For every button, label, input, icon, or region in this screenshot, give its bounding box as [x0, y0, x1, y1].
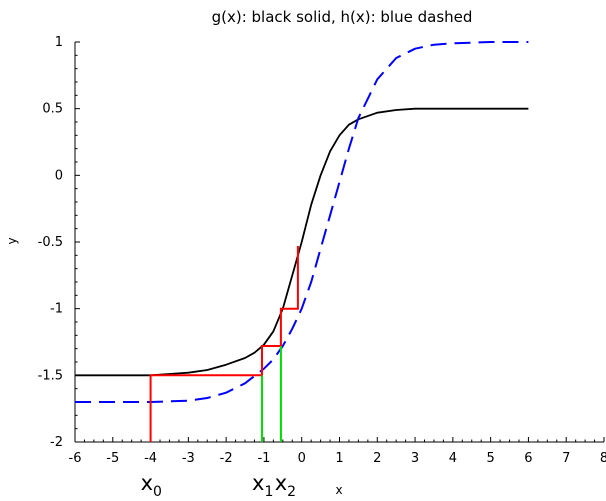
x-tick-label: -1 [257, 451, 270, 466]
plot-area: -6 -5 -4 -3 -2 -1 0 1 2 3 4 5 6 7 8-2-1.5-1-0.500.51x0… [38, 35, 606, 500]
y-axis-label: y [5, 237, 19, 244]
y-tick-label: 1 [55, 35, 63, 50]
x-tick-label: -6 [69, 451, 82, 466]
y-tick-label: 0 [55, 168, 63, 183]
x-axis-label: x [335, 483, 342, 497]
x-tick-label: 7 [562, 451, 570, 466]
chart-title: g(x): black solid, h(x): blue dashed [212, 8, 473, 26]
y-tick-label: -1 [50, 302, 63, 317]
iterate-label-base: x [275, 471, 287, 495]
x-tick-label: 6 [524, 451, 532, 466]
x-tick-label: 0 [298, 451, 306, 466]
iterate-label-subscript: 0 [153, 484, 162, 500]
x-tick-label: 2 [373, 451, 381, 466]
x-tick-label: 5 [487, 451, 495, 466]
cobweb-path [149, 246, 299, 442]
y-tick-label: 0.5 [42, 102, 63, 117]
iterate-label: x2 [275, 471, 296, 500]
x-tick-label: -5 [106, 451, 119, 466]
iterate-label-subscript: 2 [287, 484, 296, 500]
iterate-label-base: x [252, 471, 264, 495]
iterate-label: x1 [252, 471, 273, 500]
series-line-h [75, 41, 529, 403]
x-tick-label: 3 [411, 451, 419, 466]
iterate-label-subscript: 1 [264, 484, 273, 500]
x-tick-label: 8 [600, 451, 606, 466]
x-tick-label: 4 [449, 451, 457, 466]
y-tick-label: -2 [50, 435, 63, 450]
series-line-g [75, 107, 529, 377]
y-tick-label: -0.5 [38, 235, 63, 250]
iterate-label-base: x [141, 471, 153, 495]
y-tick-label: -1.5 [38, 368, 63, 383]
x-tick-label: -3 [182, 451, 195, 466]
x-tick-label: -4 [144, 451, 157, 466]
x-tick-label: -2 [220, 451, 233, 466]
x-tick-label: 1 [335, 451, 343, 466]
iterate-label: x0 [141, 471, 162, 500]
